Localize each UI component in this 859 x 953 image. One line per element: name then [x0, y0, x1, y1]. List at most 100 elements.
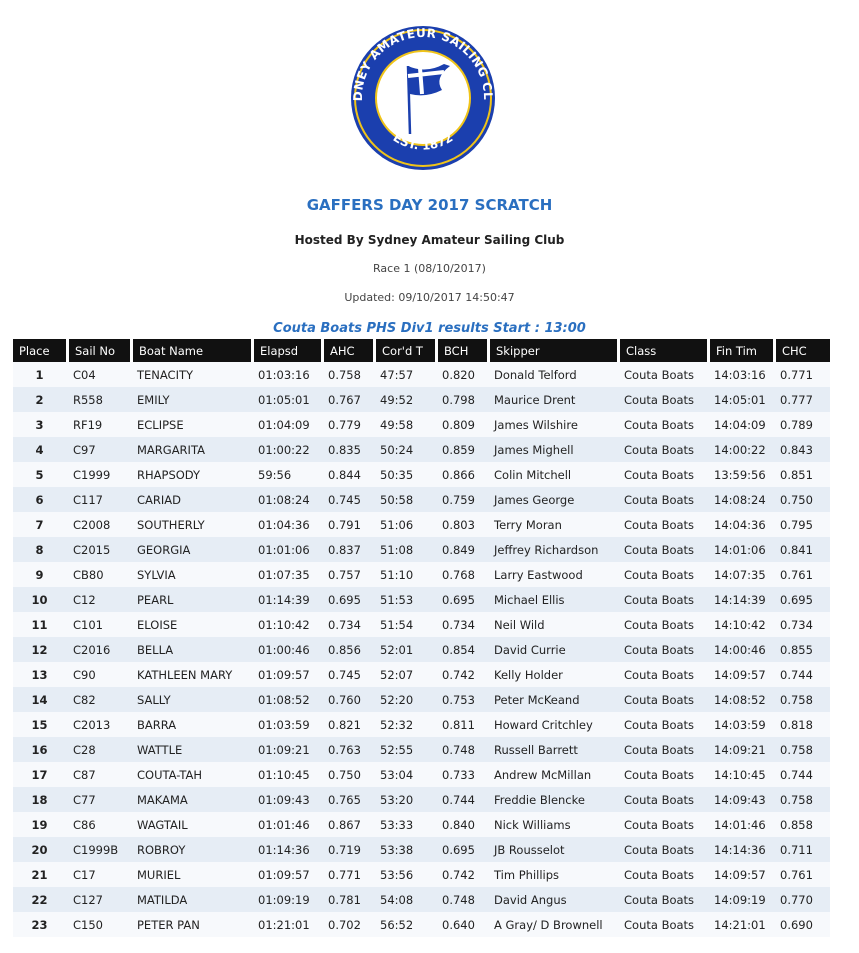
cell: 0.851 [773, 462, 830, 487]
cell: 7 [13, 512, 66, 537]
cell: 01:08:24 [251, 487, 321, 512]
cell: 0.837 [321, 537, 373, 562]
cell: 0.759 [435, 487, 487, 512]
cell: 52:32 [373, 712, 435, 737]
cell: 51:06 [373, 512, 435, 537]
cell: 14:01:46 [707, 812, 773, 837]
cell: 53:56 [373, 862, 435, 887]
cell: 0.768 [435, 562, 487, 587]
cell: 0.757 [321, 562, 373, 587]
cell: 0.702 [321, 912, 373, 937]
title: GAFFERS DAY 2017 SCRATCH [306, 196, 553, 214]
cell: 14:01:06 [707, 537, 773, 562]
cell: 49:52 [373, 387, 435, 412]
cell: 0.770 [773, 887, 830, 912]
cell: Terry Moran [487, 512, 617, 537]
cell: 51:10 [373, 562, 435, 587]
cell: 0.779 [321, 412, 373, 437]
cell: David Currie [487, 637, 617, 662]
cell: C2016 [66, 637, 130, 662]
cell: Nick Williams [487, 812, 617, 837]
cell: 18 [13, 787, 66, 812]
result-row: 7 C2008 SOUTHERLY 01:04:36 0.791 51:06 0.803 Te… [13, 512, 830, 537]
result-row: 4 C97 MARGARITA 01:00:22 0.835 50:24 0.859 Jame… [13, 437, 830, 462]
cell: 01:01:46 [251, 812, 321, 837]
cell: 21 [13, 862, 66, 887]
cell: James Wilshire [487, 412, 617, 437]
cell: 01:10:45 [251, 762, 321, 787]
cell: Couta Boats [617, 512, 707, 537]
cell: 14:10:45 [707, 762, 773, 787]
cell: RHAPSODY [130, 462, 251, 487]
cell: 8 [13, 537, 66, 562]
cell: MARGARITA [130, 437, 251, 462]
cell: 01:10:42 [251, 612, 321, 637]
cell: 14:14:36 [707, 837, 773, 862]
cell: JB Rousselot [487, 837, 617, 862]
cell: 0.867 [321, 812, 373, 837]
cell: Neil Wild [487, 612, 617, 637]
cell: 01:00:46 [251, 637, 321, 662]
cell: 14:00:46 [707, 637, 773, 662]
result-row: 9 CB80 SYLVIA 01:07:35 0.757 51:10 0.768 Larry … [13, 562, 830, 587]
cell: 0.742 [435, 862, 487, 887]
cell: 52:07 [373, 662, 435, 687]
cell: 0.795 [773, 512, 830, 537]
cell: 01:04:09 [251, 412, 321, 437]
cell: 0.745 [321, 487, 373, 512]
cell: 13:59:56 [707, 462, 773, 487]
cell: James Mighell [487, 437, 617, 462]
cell: 20 [13, 837, 66, 862]
cell: C2008 [66, 512, 130, 537]
cell: 14:21:01 [707, 912, 773, 937]
cell: 0.849 [435, 537, 487, 562]
cell: 0.763 [321, 737, 373, 762]
cell: Couta Boats [617, 587, 707, 612]
cell: 01:21:01 [251, 912, 321, 937]
cell: PETER PAN [130, 912, 251, 937]
cell: 0.733 [435, 762, 487, 787]
cell: Couta Boats [617, 737, 707, 762]
cell: 01:14:36 [251, 837, 321, 862]
cell: A Gray/ D Brownell [487, 912, 617, 937]
column-header: CHC [773, 339, 830, 362]
cell: 0.771 [321, 862, 373, 887]
cell: 0.690 [773, 912, 830, 937]
cell: 17 [13, 762, 66, 787]
cell: 14:09:57 [707, 662, 773, 687]
cell: Larry Eastwood [487, 562, 617, 587]
cell: 0.748 [435, 737, 487, 762]
result-row: 8 C2015 GEORGIA 01:01:06 0.837 51:08 0.849 Jeff… [13, 537, 830, 562]
cell: 49:58 [373, 412, 435, 437]
cell: 01:09:21 [251, 737, 321, 762]
cell: Maurice Drent [487, 387, 617, 412]
cell: 01:09:57 [251, 662, 321, 687]
cell: Donald Telford [487, 362, 617, 387]
cell: Couta Boats [617, 837, 707, 862]
cell: 14:09:21 [707, 737, 773, 762]
cell: C101 [66, 612, 130, 637]
cell: 0.859 [435, 437, 487, 462]
cell: 4 [13, 437, 66, 462]
cell: 0.695 [321, 587, 373, 612]
column-header: Sail No [66, 339, 130, 362]
cell: C12 [66, 587, 130, 612]
cell: WATTLE [130, 737, 251, 762]
cell: 01:09:43 [251, 787, 321, 812]
cell: 0.734 [773, 612, 830, 637]
cell: KATHLEEN MARY [130, 662, 251, 687]
cell: Peter McKeand [487, 687, 617, 712]
cell: 01:05:01 [251, 387, 321, 412]
cell: 14:08:24 [707, 487, 773, 512]
cell: 23 [13, 912, 66, 937]
cell: ECLIPSE [130, 412, 251, 437]
cell: Couta Boats [617, 362, 707, 387]
cell: R558 [66, 387, 130, 412]
cell: 0.856 [321, 637, 373, 662]
cell: 0.835 [321, 437, 373, 462]
cell: 50:24 [373, 437, 435, 462]
cell: Couta Boats [617, 712, 707, 737]
cell: 5 [13, 462, 66, 487]
result-row: 13 C90 KATHLEEN MARY 01:09:57 0.745 52:07 0.74… [13, 662, 830, 687]
cell: 53:33 [373, 812, 435, 837]
